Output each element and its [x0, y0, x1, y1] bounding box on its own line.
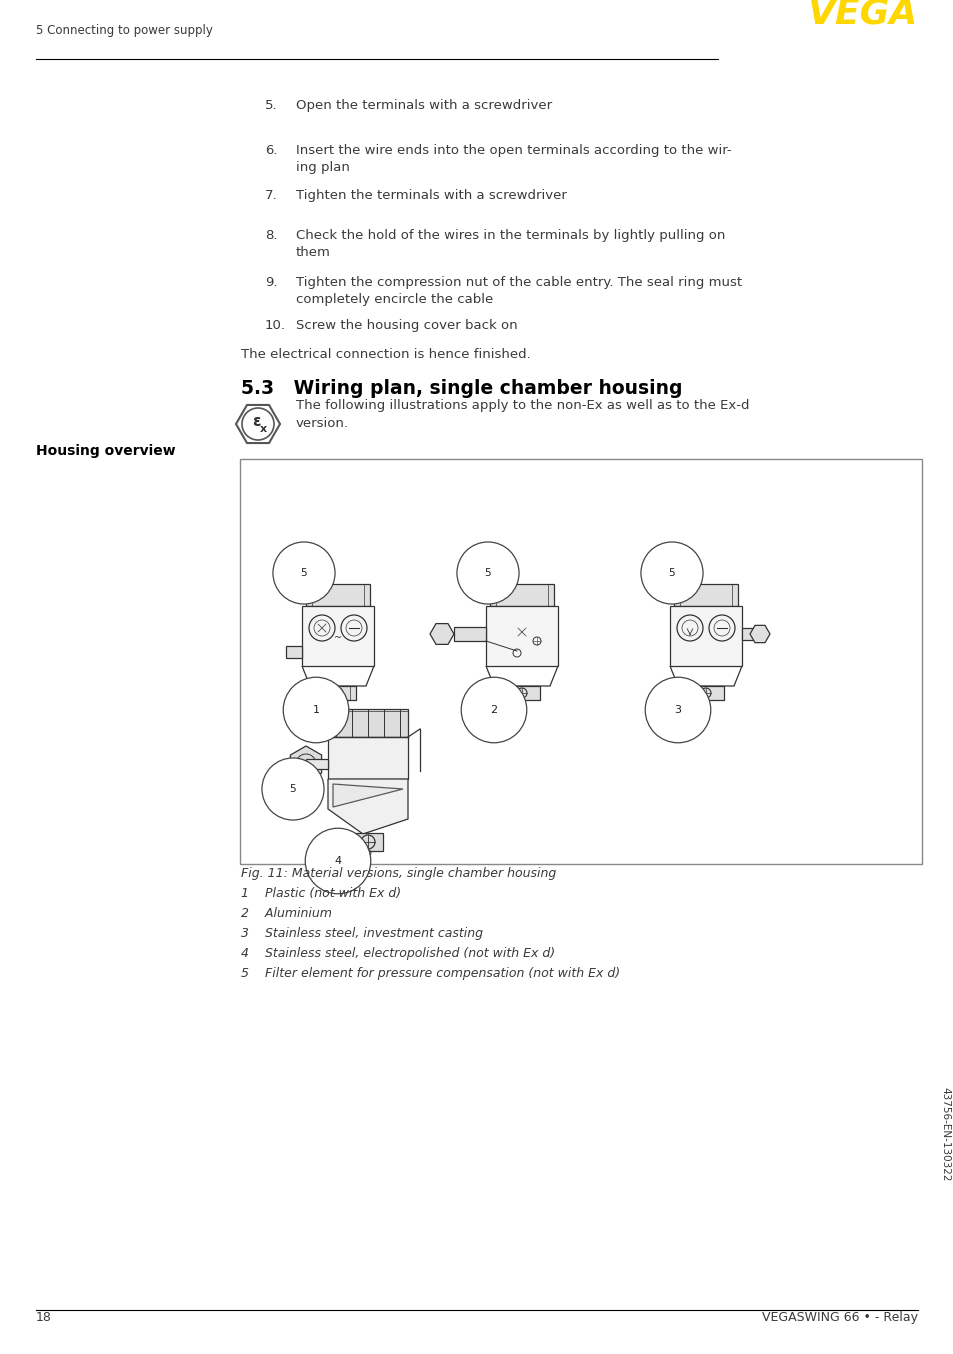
Polygon shape: [333, 784, 402, 807]
Bar: [353, 833, 382, 852]
Bar: [302, 607, 374, 666]
Bar: [319, 686, 355, 700]
Text: $\mathbf{\epsilon}$: $\mathbf{\epsilon}$: [252, 413, 261, 428]
Polygon shape: [749, 626, 769, 643]
Text: 10.: 10.: [265, 320, 286, 332]
Text: Open the terminals with a screwdriver: Open the terminals with a screwdriver: [295, 99, 552, 112]
Bar: [687, 686, 723, 700]
Text: Housing overview: Housing overview: [36, 444, 175, 458]
Text: Fig. 11: Material versions, single chamber housing: Fig. 11: Material versions, single chamb…: [241, 867, 556, 880]
Text: VEGASWING 66 • - Relay: VEGASWING 66 • - Relay: [761, 1311, 917, 1324]
Bar: [669, 607, 741, 666]
Text: 5: 5: [300, 567, 307, 578]
Bar: [286, 646, 302, 658]
Text: version.: version.: [295, 417, 349, 431]
Text: 4: 4: [335, 856, 341, 867]
Bar: [328, 737, 408, 779]
Bar: [454, 627, 485, 640]
Text: 8.: 8.: [265, 229, 277, 242]
Text: Screw the housing cover back on: Screw the housing cover back on: [295, 320, 517, 332]
Bar: [240, 459, 921, 864]
Text: 1: 1: [313, 705, 319, 715]
Text: 18: 18: [36, 1311, 51, 1324]
Text: 5: 5: [290, 784, 296, 793]
Bar: [673, 584, 738, 607]
Text: Tighten the terminals with a screwdriver: Tighten the terminals with a screwdriver: [295, 190, 566, 202]
Bar: [306, 584, 370, 607]
Text: 1    Plastic (not with Ex d): 1 Plastic (not with Ex d): [241, 887, 400, 900]
Polygon shape: [290, 746, 321, 783]
Bar: [328, 709, 408, 737]
Bar: [306, 760, 328, 769]
Bar: [503, 686, 539, 700]
Bar: [490, 584, 554, 607]
Text: 9.: 9.: [265, 276, 277, 288]
Polygon shape: [430, 624, 454, 645]
Polygon shape: [328, 779, 408, 834]
Text: Insert the wire ends into the open terminals according to the wir-
ing plan: Insert the wire ends into the open termi…: [295, 144, 731, 175]
Text: The electrical connection is hence finished.: The electrical connection is hence finis…: [241, 348, 530, 362]
Text: 5: 5: [484, 567, 491, 578]
Text: 4    Stainless steel, electropolished (not with Ex d): 4 Stainless steel, electropolished (not …: [241, 946, 555, 960]
Text: 6.: 6.: [265, 144, 277, 157]
Text: 43756-EN-130322: 43756-EN-130322: [939, 1087, 949, 1181]
Text: VEGA: VEGA: [807, 0, 917, 31]
Text: 5 Connecting to power supply: 5 Connecting to power supply: [36, 24, 213, 37]
Text: ~: ~: [334, 634, 342, 643]
Text: 3: 3: [674, 705, 680, 715]
Text: 5    Filter element for pressure compensation (not with Ex d): 5 Filter element for pressure compensati…: [241, 967, 619, 980]
Text: The following illustrations apply to the non-Ex as well as to the Ex-d: The following illustrations apply to the…: [295, 399, 749, 412]
Text: 3    Stainless steel, investment casting: 3 Stainless steel, investment casting: [241, 927, 482, 940]
Bar: [485, 607, 558, 666]
Text: 5: 5: [668, 567, 675, 578]
Text: 2: 2: [490, 705, 497, 715]
Text: Tighten the compression nut of the cable entry. The seal ring must
completely en: Tighten the compression nut of the cable…: [295, 276, 741, 306]
Text: x: x: [259, 424, 266, 435]
Text: 2    Aluminium: 2 Aluminium: [241, 907, 332, 919]
Text: Check the hold of the wires in the terminals by lightly pulling on
them: Check the hold of the wires in the termi…: [295, 229, 724, 260]
Text: 5.3   Wiring plan, single chamber housing: 5.3 Wiring plan, single chamber housing: [241, 379, 681, 398]
Bar: [741, 628, 760, 640]
Text: 7.: 7.: [265, 190, 277, 202]
Text: 5.: 5.: [265, 99, 277, 112]
